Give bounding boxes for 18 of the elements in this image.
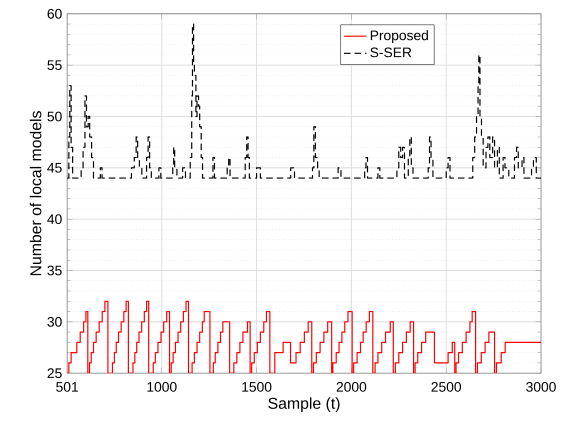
legend-label: Proposed bbox=[370, 30, 428, 43]
x-tick-label: 1000 bbox=[147, 382, 177, 392]
y-tick-label: 35 bbox=[47, 265, 62, 276]
x-tick-label: 3000 bbox=[526, 382, 556, 392]
y-tick-label: 40 bbox=[47, 214, 62, 224]
y-tick-label: 60 bbox=[48, 8, 62, 18]
y-tick-label: 25 bbox=[48, 368, 62, 378]
x-axis-title: Sample (t) bbox=[268, 397, 340, 412]
x-tick-label: 501 bbox=[56, 382, 78, 392]
x-tick-label: 2500 bbox=[432, 382, 462, 392]
y-tick-label: 30 bbox=[47, 316, 62, 327]
y-tick-label: 50 bbox=[47, 111, 62, 122]
x-tick-label: 2000 bbox=[336, 382, 366, 392]
y-tick-label: 55 bbox=[47, 60, 62, 70]
y-axis-title: Number of local models bbox=[30, 110, 42, 275]
y-tick-label: 45 bbox=[47, 162, 62, 172]
legend-label: S-SER bbox=[370, 47, 412, 58]
x-tick-label: 1500 bbox=[242, 382, 272, 392]
